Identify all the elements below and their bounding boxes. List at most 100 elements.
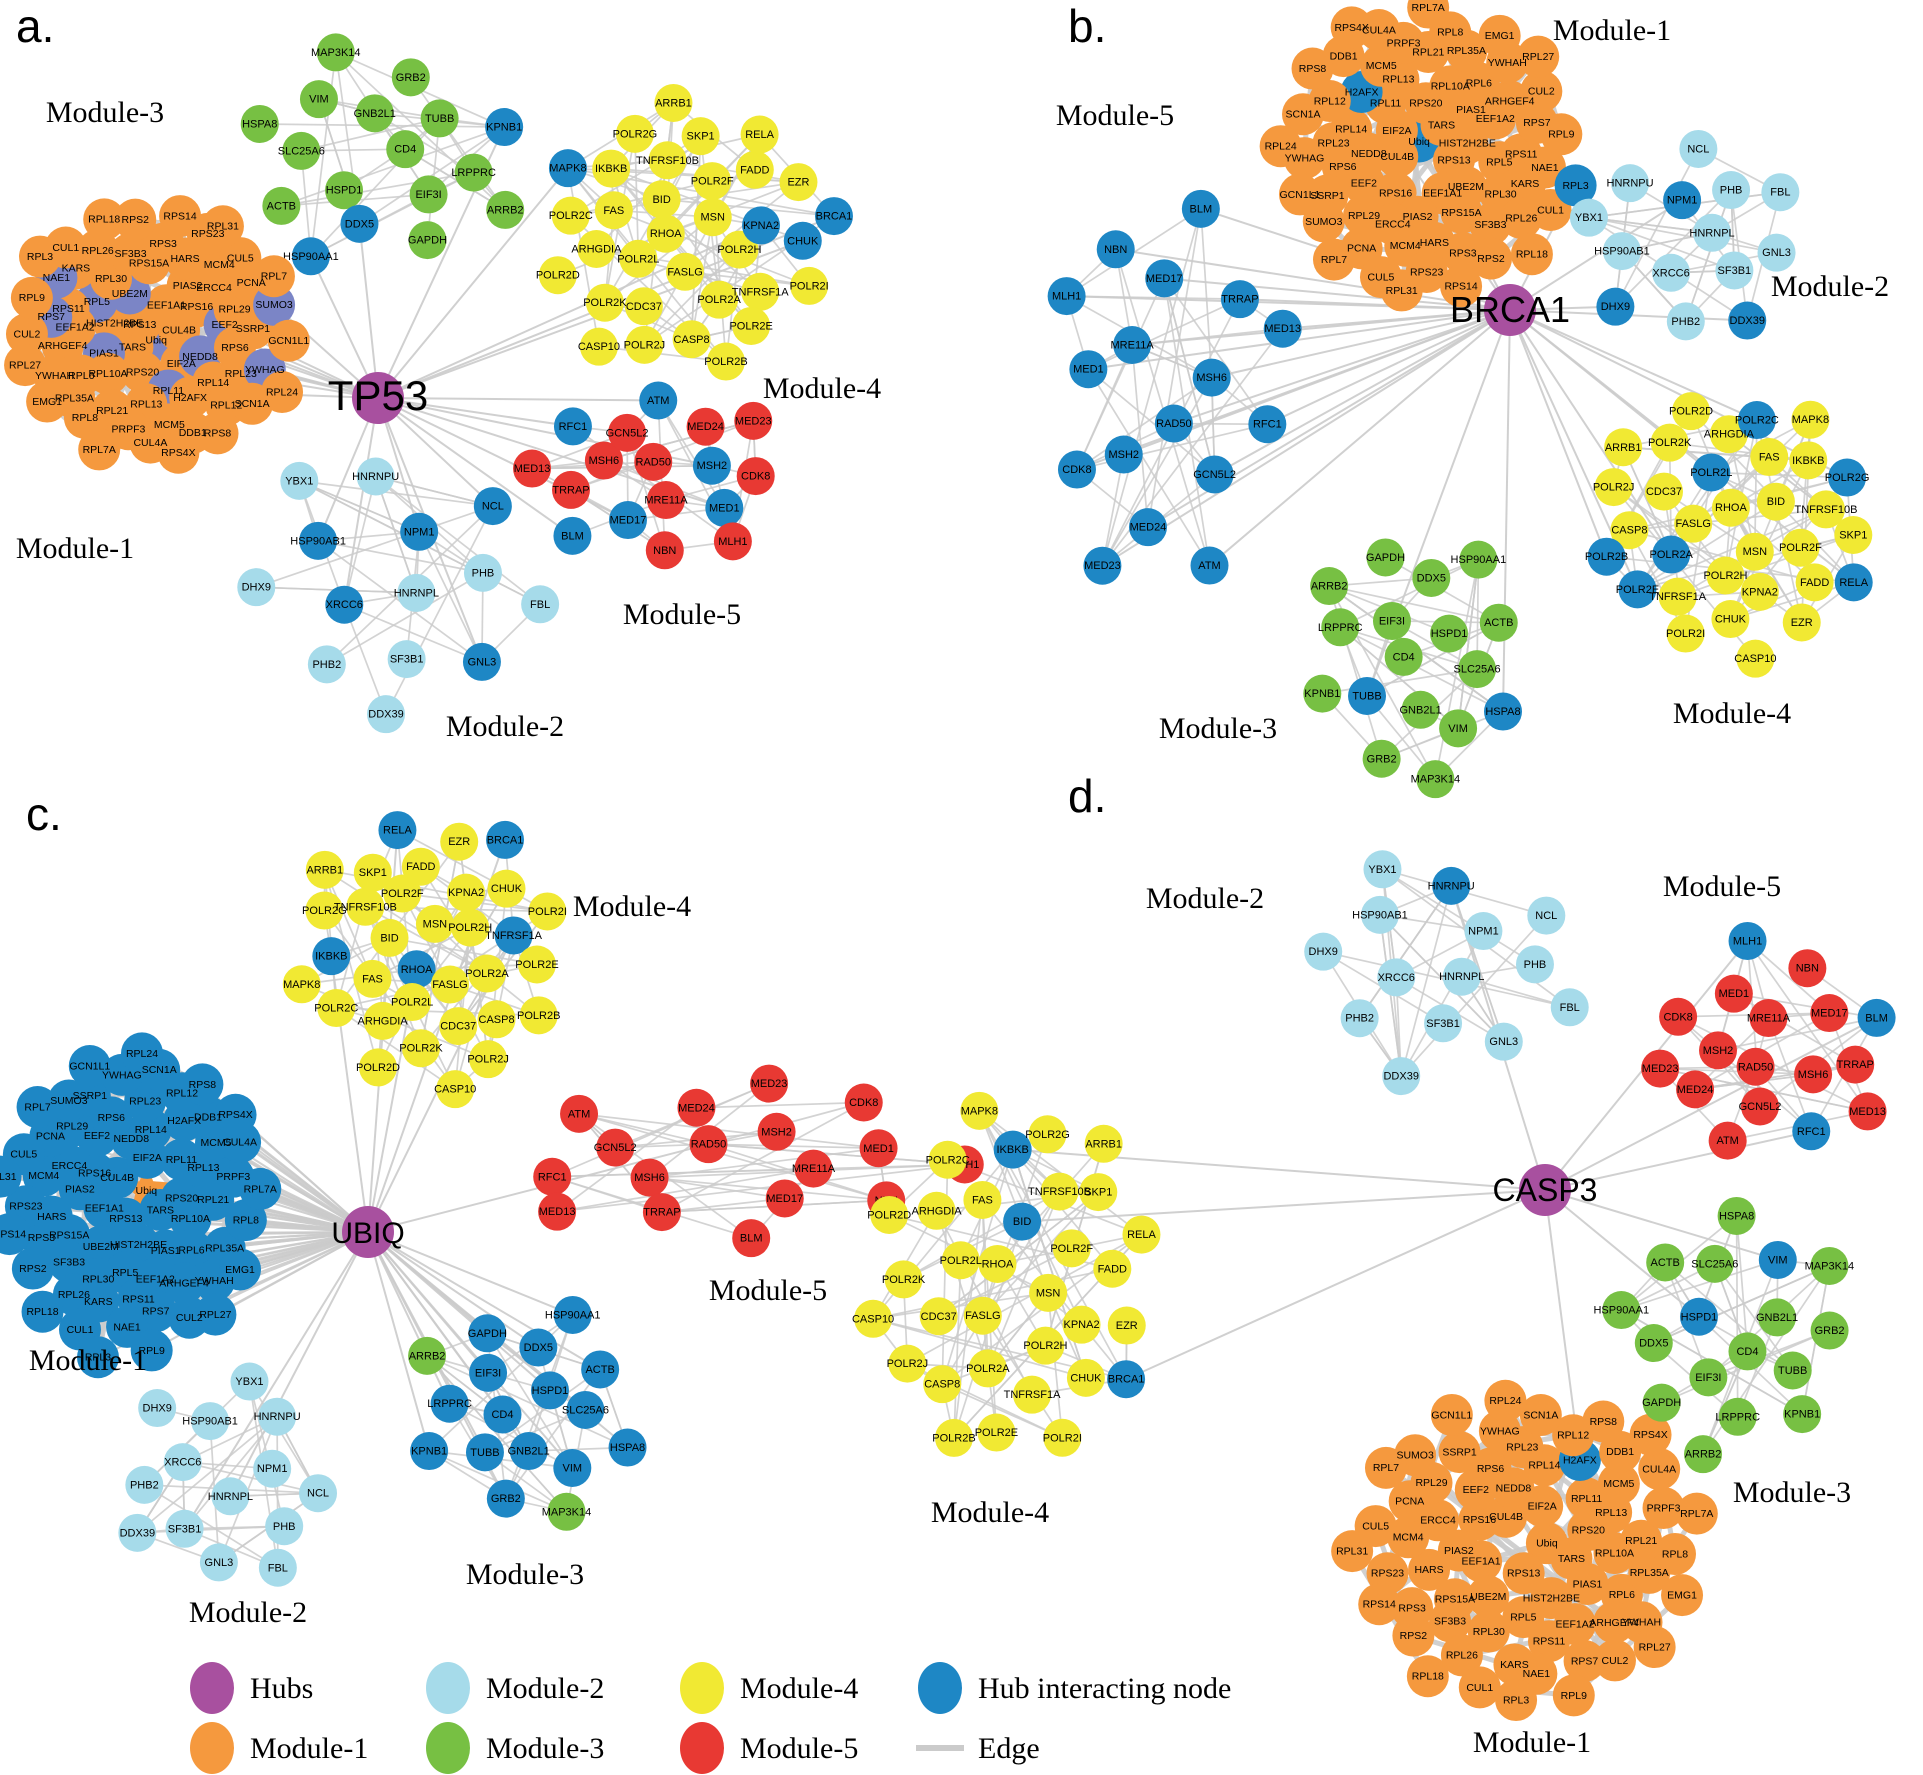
- node-BRCA1: [486, 820, 525, 859]
- node-DDX39: [118, 1513, 157, 1552]
- edge: [1400, 930, 1485, 1077]
- hub-edge: [367, 1231, 601, 1371]
- node-TNFRSF1A: [494, 916, 533, 955]
- node-ARRB1: [654, 83, 693, 122]
- node-ARHGDIA: [917, 1191, 956, 1230]
- node-RPL7A: [1675, 1492, 1718, 1535]
- node-RPL7A: [239, 1167, 282, 1210]
- node-POLR2E: [732, 306, 771, 345]
- node-ARRB2: [408, 1336, 447, 1375]
- node-POLR2F: [1781, 528, 1820, 567]
- node-PHB: [265, 1507, 304, 1546]
- edge: [872, 1291, 1049, 1320]
- node-HSPA8: [1484, 692, 1523, 731]
- edge: [1730, 581, 1854, 620]
- hub-node-CASP3: [1519, 1164, 1571, 1216]
- node-CDK8: [736, 457, 775, 496]
- edge: [981, 1199, 1083, 1326]
- node-CASP10: [854, 1299, 893, 1338]
- node-CD4: [1728, 1332, 1767, 1371]
- edge: [299, 480, 493, 507]
- node-HSPA8: [1717, 1196, 1756, 1235]
- node-MED17: [1145, 259, 1184, 298]
- edge: [1358, 885, 1452, 1019]
- hub-edge: [229, 1231, 369, 1497]
- panel-c-module1-label: Module-1: [29, 1344, 147, 1377]
- hub-edge: [377, 167, 569, 399]
- node-NBN: [1096, 230, 1135, 269]
- node-MED1: [1714, 974, 1753, 1013]
- edge: [1101, 208, 1202, 566]
- edge: [1717, 1017, 1877, 1052]
- node-RPL9: [130, 1329, 173, 1372]
- node-GNB2L1: [1401, 690, 1440, 729]
- node-POLR2L: [393, 983, 432, 1022]
- panel-d-module5-label: Module-5: [1663, 870, 1781, 903]
- node-MRE11A: [1749, 999, 1788, 1038]
- node-HSP90AA1: [1459, 540, 1498, 579]
- node-CDK8: [1659, 997, 1698, 1036]
- edge: [1735, 1215, 1749, 1352]
- node-RFC1: [1248, 405, 1287, 444]
- legend-edge-label: Edge: [978, 1732, 1040, 1765]
- panel-a-module3-label: Module-3: [46, 96, 164, 129]
- node-VIM: [553, 1448, 592, 1487]
- edge: [696, 1101, 864, 1109]
- node-POLR2J: [625, 325, 664, 364]
- edge: [1660, 1067, 1814, 1076]
- node-MCM5: [1597, 1462, 1640, 1505]
- edge: [484, 1368, 601, 1454]
- edge: [449, 1402, 573, 1469]
- node-MED24: [686, 407, 725, 446]
- node-HSPA8: [608, 1428, 647, 1467]
- node-POLR2C: [317, 989, 356, 1028]
- node-NBN: [645, 531, 684, 570]
- node-HSPA8: [240, 104, 279, 143]
- node-KPNB1: [410, 1432, 449, 1471]
- node-RHOA: [646, 214, 685, 253]
- edge: [626, 432, 666, 551]
- node-HNRNPU: [1611, 164, 1650, 203]
- node-MSH2: [757, 1112, 796, 1151]
- hub-edge: [367, 1231, 539, 1349]
- node-VIM: [299, 80, 338, 119]
- hub-edge: [367, 1231, 574, 1469]
- node-PRPF3: [1642, 1486, 1685, 1529]
- node-SLC25A6: [282, 131, 321, 170]
- node-MCM4: [1387, 1516, 1430, 1559]
- node-VIM: [1439, 709, 1478, 748]
- node-BLM: [732, 1219, 771, 1258]
- node-DDX39: [1382, 1057, 1421, 1096]
- node-RAD50: [1154, 404, 1193, 443]
- hub-edge: [1266, 309, 1511, 426]
- node-POLR2E: [517, 945, 556, 984]
- node-ARRB2: [486, 190, 525, 229]
- node-LRPPRC: [1321, 608, 1360, 647]
- node-SCN1A: [1281, 93, 1324, 136]
- edge: [1637, 508, 1827, 591]
- hub-edge: [1115, 248, 1511, 311]
- edge: [404, 148, 506, 211]
- node-MAP3K14: [316, 33, 355, 72]
- node-BLM: [553, 516, 592, 555]
- edge: [385, 505, 494, 715]
- node-TUBB: [1348, 676, 1387, 715]
- node-GAPDH: [408, 221, 447, 260]
- node-TUBB: [420, 99, 459, 138]
- edge: [1047, 1292, 1064, 1438]
- edge: [301, 117, 440, 152]
- node-POLR2C: [928, 1140, 967, 1179]
- node-TNFRSF1A: [1658, 577, 1697, 616]
- node-RPL18: [21, 1290, 64, 1333]
- node-RPS6: [1469, 1447, 1512, 1490]
- node-CASP8: [672, 320, 711, 359]
- node-TRRAP: [642, 1193, 681, 1232]
- node-TRRAP: [552, 470, 591, 509]
- edge: [317, 539, 484, 574]
- node-POLR2C: [551, 196, 590, 235]
- hub-edge: [367, 1231, 431, 1452]
- legend-hub-interacting-label: Hub interacting node: [978, 1672, 1231, 1705]
- node-RPL18: [83, 198, 126, 241]
- node-POLR2J: [469, 1040, 508, 1079]
- hub-edge: [1211, 309, 1511, 379]
